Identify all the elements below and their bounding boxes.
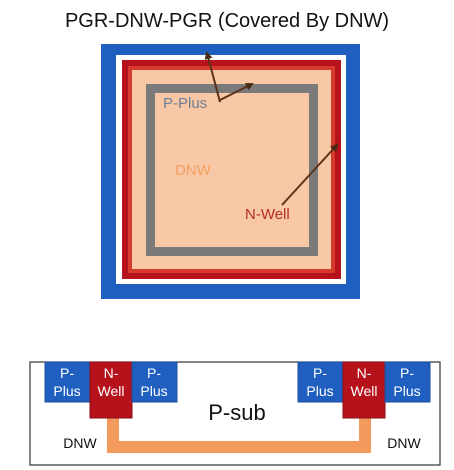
p-plus-arrow — [204, 51, 221, 103]
right-p-plus-inner-label-2: Plus — [306, 383, 333, 399]
p-plus-arrow-2 — [219, 83, 254, 101]
left-n-well-label-1: N- — [104, 365, 119, 381]
right-p-plus-outer-block — [384, 361, 431, 403]
dnw-bar-horizontal — [107, 441, 371, 453]
left-p-plus-inner-block — [131, 361, 178, 403]
n-well-label: N-Well — [245, 206, 290, 223]
left-p-plus-outer-label-1: P- — [60, 365, 74, 381]
right-p-plus-outer-label-2: Plus — [393, 383, 420, 399]
dnw-right-label: DNW — [387, 435, 421, 451]
left-n-well-block — [89, 361, 133, 419]
n-well-arrow — [281, 143, 339, 206]
p-sub-label: P-sub — [208, 400, 265, 425]
right-p-plus-inner-block — [297, 361, 344, 403]
p-plus-label: P-Plus — [163, 95, 207, 112]
left-p-plus-inner-label-2: Plus — [140, 383, 167, 399]
dnw-label: DNW — [175, 162, 212, 179]
right-p-plus-inner-label-1: P- — [313, 365, 327, 381]
dnw-left-label: DNW — [63, 435, 97, 451]
right-n-well-label-1: N- — [357, 365, 372, 381]
right-n-well-block — [342, 361, 386, 419]
left-n-well-label-2: Well — [98, 383, 125, 399]
inner-dnw-fill — [155, 93, 309, 247]
cross-section: P- Plus N- Well P- Plus P- Plus N- Well … — [29, 361, 441, 466]
left-p-plus-outer-block — [44, 361, 91, 403]
left-p-plus-outer-label-2: Plus — [53, 383, 80, 399]
diagram-title: PGR-DNW-PGR (Covered By DNW) — [65, 10, 389, 32]
right-p-plus-outer-label-1: P- — [400, 365, 414, 381]
top-view: P-Plus DNW N-Well — [101, 44, 360, 299]
right-n-well-label-2: Well — [351, 383, 378, 399]
left-p-plus-inner-label-1: P- — [147, 365, 161, 381]
